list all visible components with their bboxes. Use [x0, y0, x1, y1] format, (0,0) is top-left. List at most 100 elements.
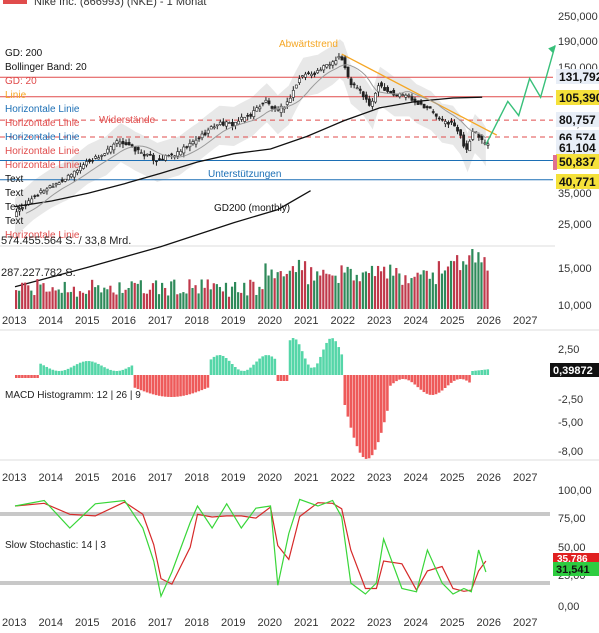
volume-bar: [331, 275, 334, 309]
macd-bar: [106, 368, 109, 375]
candle-body: [33, 195, 37, 198]
macd-tick-label: -8,00: [558, 446, 583, 458]
volume-bar: [288, 270, 291, 309]
legend-swatch-icon: [3, 0, 27, 4]
macd-bar: [24, 375, 27, 378]
year-label: 2026: [477, 472, 501, 484]
candle-body: [285, 101, 289, 105]
macd-bar: [297, 344, 301, 375]
legend-item: Text: [5, 202, 24, 213]
year-label: 2023: [367, 472, 391, 484]
macd-bar: [395, 375, 398, 382]
stoch-d-value: 35,786: [557, 554, 588, 565]
volume-bar: [446, 266, 450, 309]
macd-bar: [212, 356, 216, 375]
downtrend-line: [341, 53, 498, 136]
candle-body: [215, 124, 219, 127]
year-label: 2015: [75, 315, 99, 327]
candle-body: [410, 96, 414, 101]
candle-body: [188, 143, 192, 148]
macd-value-tag: 0,39872: [550, 363, 599, 377]
macd-bar: [84, 361, 88, 375]
volume-bar: [303, 261, 307, 309]
candle-body: [413, 98, 417, 103]
macd-bar: [285, 375, 289, 381]
volume-bar: [185, 293, 188, 309]
macd-bar: [103, 367, 106, 375]
year-label: 2022: [331, 617, 355, 628]
price-tick-label: 190,000: [558, 36, 598, 48]
volume-bar: [422, 270, 425, 309]
candle-body: [60, 179, 64, 182]
candle-body: [151, 154, 155, 161]
volume-bar: [270, 269, 273, 309]
macd-bar: [328, 338, 331, 375]
macd-bar: [66, 368, 70, 375]
candle-body: [142, 154, 146, 157]
candle-body: [112, 143, 116, 151]
year-label: 2013: [2, 472, 26, 484]
macd-bar: [81, 361, 85, 375]
price-tags: 131,792105,39080,75766,57461,10450,83740…: [553, 69, 599, 189]
macd-bar: [358, 375, 362, 453]
candle-body: [307, 72, 310, 75]
candle-body: [297, 78, 301, 83]
macd-bar: [288, 340, 292, 375]
candle-body: [145, 153, 149, 156]
candle-body: [349, 78, 353, 86]
price-tag-value: 61,104: [559, 141, 596, 155]
volume-bar: [88, 290, 91, 309]
year-label: 2018: [185, 617, 209, 628]
legend-item: Horizontale Linie: [5, 160, 80, 171]
candle-body: [224, 121, 228, 127]
macd-tick-label: 2,50: [558, 344, 579, 356]
candle-body: [252, 110, 256, 117]
macd-histogram: 2,50 -2,50 -5,00 -8,00: [15, 338, 583, 459]
candle-body: [383, 87, 386, 91]
legend-item: Text: [5, 216, 24, 227]
macd-bar: [182, 375, 185, 396]
macd-bar: [21, 375, 24, 378]
macd-bar: [310, 367, 313, 375]
candle-body: [36, 194, 40, 197]
volume-bar: [264, 263, 267, 309]
candle-body: [450, 120, 453, 123]
macd-bar: [419, 375, 423, 390]
candle-body: [185, 146, 189, 148]
macd-bar: [118, 370, 122, 375]
macd-bar: [303, 358, 307, 375]
macd-bar: [164, 375, 167, 397]
price-tag-bg: [556, 69, 599, 84]
candle-body: [39, 190, 43, 193]
candle-body: [197, 137, 201, 140]
volume-bar: [84, 293, 88, 309]
candle-body: [103, 153, 107, 156]
macd-tick-label: -5,00: [558, 417, 583, 429]
candle-body: [301, 75, 304, 78]
macd-bar: [39, 363, 42, 375]
candle-body: [182, 146, 186, 154]
macd-bar: [483, 369, 487, 375]
macd-bar: [176, 375, 179, 397]
volume-bar: [431, 272, 434, 309]
year-label: 2027: [513, 315, 537, 327]
candle-body: [100, 155, 104, 157]
candle-body: [331, 61, 335, 66]
gd20-line: [25, 64, 487, 214]
volume-bar: [261, 289, 264, 309]
macd-bar: [340, 354, 344, 375]
candle-body: [380, 82, 383, 87]
candle-body: [386, 87, 390, 92]
volume-bar: [282, 276, 285, 309]
projection-path: [485, 45, 556, 145]
volume-bar: [358, 281, 361, 309]
macd-bar: [407, 375, 410, 381]
year-label: 2021: [294, 472, 318, 484]
candle-body: [419, 101, 423, 105]
candle-body: [401, 94, 405, 96]
macd-bar: [313, 367, 316, 375]
volume-bar: [395, 267, 398, 309]
candle-body: [358, 88, 362, 91]
year-label: 2015: [75, 472, 99, 484]
candle-body: [127, 142, 131, 146]
